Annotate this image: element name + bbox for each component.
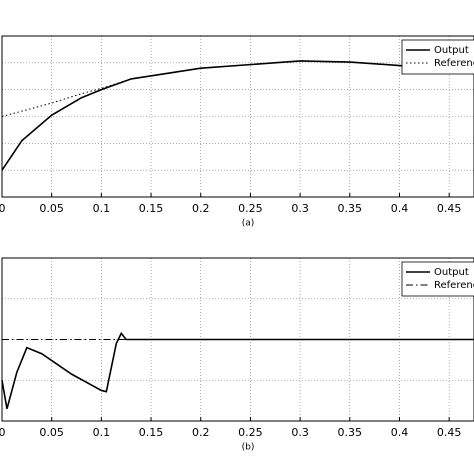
legend-box — [401, 39, 474, 75]
x-tick-label: 0.25 — [238, 426, 263, 439]
x-tick-label: 0.45 — [437, 202, 462, 215]
x-tick-label: 0.1 — [93, 202, 111, 215]
x-tick-label: 0.15 — [139, 426, 164, 439]
series-line — [1, 60, 474, 171]
x-tick-label: 0.4 — [391, 426, 409, 439]
x-tick-label: 0.4 — [391, 202, 409, 215]
plot-frame — [1, 35, 474, 198]
caption: (b) — [242, 443, 255, 453]
x-tick-label: 0.2 — [192, 202, 210, 215]
legend-label: Reference — [434, 58, 474, 69]
caption: (a) — [242, 219, 255, 229]
legend-label: Reference — [434, 280, 474, 291]
x-tick-label: 0.3 — [291, 426, 309, 439]
x-tick-label: 0.15 — [139, 202, 164, 215]
legend-label: Output — [434, 267, 469, 278]
x-tick-label: 0.35 — [338, 202, 363, 215]
x-tick-label: 0 — [0, 426, 6, 439]
x-tick-label: 0.3 — [291, 202, 309, 215]
x-tick-label: 0 — [0, 202, 6, 215]
x-tick-label: 0.45 — [437, 426, 462, 439]
x-tick-label: 0.1 — [93, 426, 111, 439]
legend-label: Output — [434, 45, 469, 56]
series-line — [1, 331, 474, 409]
x-tick-label: 0.05 — [39, 426, 64, 439]
x-tick-label: 0.2 — [192, 426, 210, 439]
legend-box — [401, 261, 474, 297]
x-tick-label: 0.05 — [39, 202, 64, 215]
x-tick-label: 0.35 — [338, 426, 363, 439]
x-tick-label: 0.25 — [238, 202, 263, 215]
